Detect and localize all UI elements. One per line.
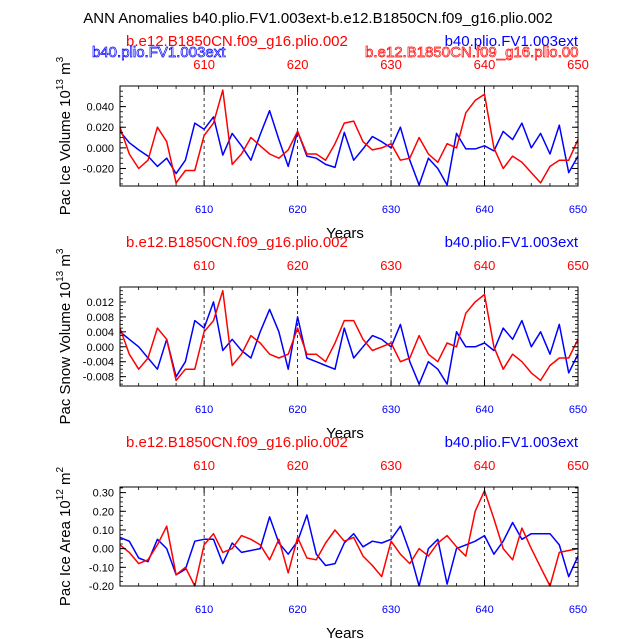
y-axis-title-part: Pac Ice Volume 10 [57, 90, 74, 215]
x-tick-label-bottom: 640 [475, 604, 493, 616]
y-axis-title-part: 13 [55, 79, 66, 91]
panel-label-right: b40.plio.FV1.003ext [445, 234, 579, 251]
x-tick-label-top: 640 [474, 458, 496, 473]
y-tick-label: -0.020 [83, 163, 114, 175]
y-axis-title-part: Pac Snow Volume 10 [57, 282, 74, 425]
series-line-red [119, 289, 579, 382]
chart-panel-3: -0.20 -0.10 0.00 0.10 0.20 0.30 610 610 620 620 63… [55, 434, 589, 639]
y-axis-title-part: m [57, 254, 74, 271]
x-tick-label-top: 620 [287, 57, 309, 72]
x-tick-label-bottom: 610 [195, 204, 213, 216]
y-axis-title: Pac Snow Volume 1013 m3 [55, 248, 74, 424]
x-tick-label-top: 630 [380, 258, 402, 273]
panel-label-left: b.e12.B1850CN.f09_g16.plio.002 [126, 33, 348, 50]
y-tick-label: -0.008 [83, 372, 114, 384]
x-tick-label-top: 630 [380, 458, 402, 473]
series-line-red [119, 89, 579, 184]
x-tick-label-bottom: 620 [288, 604, 306, 616]
ghost-label-blue: b40.plio.FV1.003ext [92, 44, 226, 61]
x-tick-label-bottom: 620 [288, 204, 306, 216]
y-axis-title: Pac Ice Area 1012 m2 [55, 466, 74, 606]
y-tick-label: 0.020 [86, 122, 114, 134]
y-tick-label: 0.008 [86, 312, 114, 324]
x-tick-label-top: 650 [567, 57, 589, 72]
x-tick-label-top: 620 [287, 458, 309, 473]
y-axis-title-part: Pac Ice Area 10 [57, 500, 74, 606]
x-tick-label-bottom: 650 [569, 404, 587, 416]
ghost-label-red: b.e12.B1850CN.f09_g16.plio.00 [365, 44, 579, 61]
y-axis-title: Pac Ice Volume 1013 m3 [55, 56, 74, 215]
y-tick-label: 0.000 [86, 143, 114, 155]
x-tick-label-top: 610 [193, 458, 215, 473]
y-tick-label: 0.00 [93, 544, 114, 556]
y-tick-label: 0.012 [86, 297, 114, 309]
x-tick-label-top: 630 [380, 57, 402, 72]
y-tick-label: 0.30 [93, 488, 114, 500]
plot-frame [119, 286, 579, 387]
x-axis-title: Years [326, 625, 364, 639]
x-tick-label-top: 650 [567, 458, 589, 473]
x-tick-label-top: 610 [193, 57, 215, 72]
y-axis-title-part: 3 [55, 56, 66, 62]
y-axis-title-part: m [57, 472, 74, 489]
panel-label-right: b40.plio.FV1.003ext [445, 434, 579, 451]
x-tick-label-bottom: 620 [288, 404, 306, 416]
x-axis-title: Years [326, 225, 364, 242]
y-axis-title-part: 2 [55, 466, 66, 472]
x-tick-label-bottom: 650 [569, 204, 587, 216]
x-tick-label-bottom: 630 [382, 404, 400, 416]
y-tick-label: -0.10 [89, 562, 114, 574]
y-axis-title-part: 13 [55, 270, 66, 282]
x-tick-label-bottom: 630 [382, 604, 400, 616]
chart-panel-2: -0.008 -0.004 0.000 0.004 0.008 0.012 610 610 62… [55, 234, 589, 442]
series-line-blue [119, 301, 579, 385]
x-tick-label-top: 610 [193, 258, 215, 273]
plot-frame [119, 486, 579, 587]
x-tick-label-top: 620 [287, 258, 309, 273]
chart-panel-1: -0.020 0.000 0.020 0.040 610 610 620 620 630 630 6… [55, 33, 589, 242]
panel-label-left: b.e12.B1850CN.f09_g16.plio.002 [126, 434, 348, 451]
panel-label-left: b.e12.B1850CN.f09_g16.plio.002 [126, 234, 348, 251]
x-tick-label-bottom: 650 [569, 604, 587, 616]
x-axis-title: Years [326, 425, 364, 442]
x-tick-label-bottom: 630 [382, 204, 400, 216]
y-tick-label: 0.004 [86, 327, 114, 339]
y-tick-label: -0.20 [89, 581, 114, 593]
y-tick-label: -0.004 [83, 357, 114, 369]
y-tick-label: 0.10 [93, 525, 114, 537]
x-tick-label-top: 640 [474, 57, 496, 72]
x-tick-label-bottom: 610 [195, 604, 213, 616]
x-tick-label-bottom: 640 [475, 404, 493, 416]
y-tick-label: 0.20 [93, 506, 114, 518]
y-axis-title-part: 3 [55, 248, 66, 254]
panel-label-right: b40.plio.FV1.003ext [445, 33, 579, 50]
y-tick-label: 0.040 [86, 102, 114, 114]
series-line-red [119, 489, 579, 587]
plot-frame [119, 85, 579, 187]
x-tick-label-top: 650 [567, 258, 589, 273]
y-axis-title-part: 12 [55, 489, 66, 501]
x-tick-label-top: 640 [474, 258, 496, 273]
series-line-blue [119, 109, 579, 186]
figure-title: ANN Anomalies b40.plio.FV1.003ext-b.e12.… [83, 10, 552, 27]
y-tick-label: 0.000 [86, 342, 114, 354]
x-tick-label-bottom: 610 [195, 404, 213, 416]
x-tick-label-bottom: 640 [475, 204, 493, 216]
y-axis-title-part: m [57, 62, 74, 79]
